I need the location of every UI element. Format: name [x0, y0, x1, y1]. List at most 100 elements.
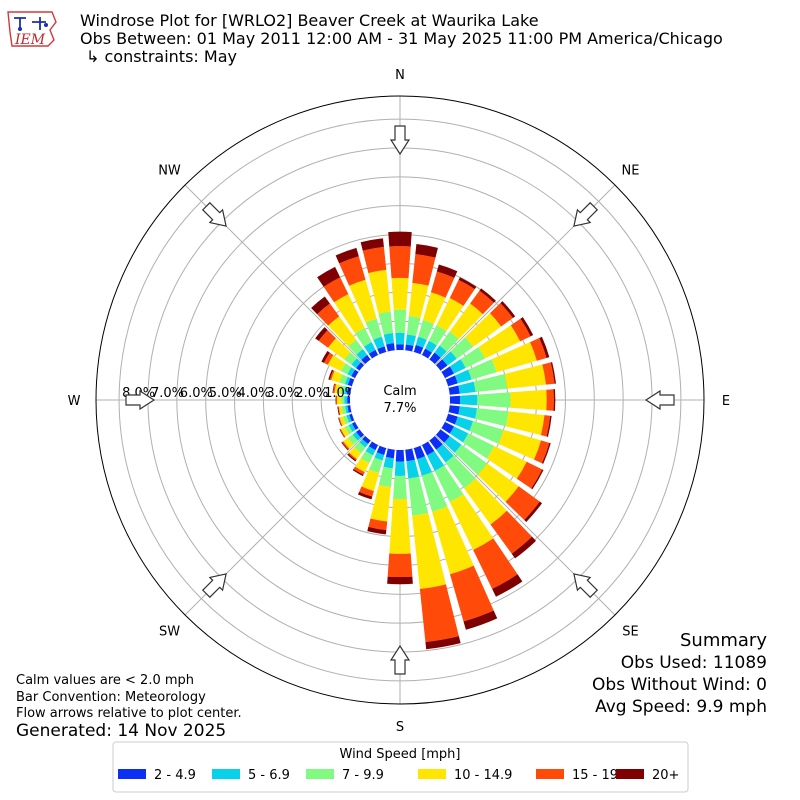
wind-bar-segment: [405, 344, 414, 352]
wind-bar-segment: [449, 494, 494, 551]
wind-bar-segment: [363, 342, 376, 354]
wind-bar-segment: [360, 451, 374, 464]
wind-bar-segment: [353, 466, 365, 475]
wind-bar-segment: [351, 421, 359, 430]
wind-bar-segment: [436, 264, 458, 278]
wind-bar-segment: [546, 415, 552, 437]
wind-bar-segment: [343, 415, 350, 425]
wind-bar-segment: [347, 453, 357, 462]
wind-bar-segment: [359, 486, 374, 497]
wind-bar-segment: [332, 383, 335, 393]
summary-heading: Summary: [680, 630, 767, 651]
wind-bar-segment: [458, 381, 476, 394]
wind-bar-segment: [459, 394, 478, 406]
wind-bar-segment: [348, 452, 358, 461]
wind-bar-segment: [435, 359, 448, 371]
iem-logo: IEM: [7, 11, 57, 48]
wind-bar-segment: [477, 463, 519, 502]
legend-swatch: [418, 769, 446, 779]
direction-arrow: [201, 573, 227, 599]
wind-bar-segment: [374, 452, 385, 461]
wind-bar-segment: [432, 506, 474, 575]
wind-bar-segment: [463, 610, 498, 630]
wind-bar-segment: [478, 325, 521, 359]
wind-bar-segment: [334, 294, 365, 334]
wind-bar-segment: [340, 363, 352, 375]
wind-bar-segment: [387, 553, 413, 578]
calm-value: 7.7%: [383, 401, 416, 416]
wind-bar-segment: [405, 334, 416, 346]
legend-label: 15 - 19.9: [572, 768, 630, 783]
wind-bar-segment: [347, 377, 355, 387]
wind-bar-segment: [473, 538, 518, 589]
wind-bar-segment: [435, 429, 450, 443]
wind-bar-segment: [406, 315, 421, 337]
wind-bar-segment: [347, 405, 352, 413]
wind-bar-segment: [329, 370, 335, 381]
wind-bar-segment: [412, 254, 436, 286]
wind-bar-segment: [462, 433, 495, 459]
wind-bar-segment: [323, 277, 349, 303]
wind-bar-segment: [425, 340, 437, 353]
wind-bar-segment: [460, 347, 486, 368]
wind-bar-segment: [458, 406, 477, 419]
wind-bar-segment: [428, 325, 447, 346]
wind-bar-segment: [347, 367, 355, 377]
legend-swatch: [118, 769, 146, 779]
wind-bar-segment: [367, 526, 387, 535]
wind-bar-segment: [344, 352, 357, 365]
title-line-2: Obs Between: 01 May 2011 12:00 AM - 31 M…: [80, 29, 723, 48]
wind-bar-segment: [516, 461, 543, 489]
wind-bar-segment: [339, 256, 366, 286]
wind-bar-segment: [468, 359, 497, 380]
wind-bar-segment: [415, 244, 438, 258]
wind-bar-segment: [354, 442, 366, 454]
wind-bar-segment: [352, 431, 361, 441]
wind-bar-segment: [415, 336, 427, 348]
note-flow-arrows: Flow arrows relative to plot center.: [16, 706, 242, 721]
wind-bar-segment: [412, 512, 446, 589]
summary-avg-speed: Avg Speed: 9.9 mph: [595, 697, 767, 717]
wind-bar-segment: [383, 333, 395, 345]
wind-bar-segment: [419, 584, 459, 643]
wind-bar-segment: [377, 346, 387, 355]
calm-label: Calm: [383, 384, 416, 399]
wind-bar-segment: [441, 421, 455, 434]
legend-label: 10 - 14.9: [454, 768, 512, 783]
wind-bar-segment: [328, 338, 351, 360]
wind-bar-segment: [442, 351, 457, 366]
wind-bar-segment: [541, 442, 551, 464]
wind-bar-segment: [391, 277, 409, 310]
wind-bar-segment: [361, 354, 371, 365]
wind-bar-segment: [470, 290, 494, 315]
wind-bar-segment: [389, 246, 411, 279]
wind-bar-segment: [368, 349, 379, 359]
wind-bar-segment: [340, 428, 346, 438]
wind-bar-segment: [477, 392, 511, 408]
wind-bar-segment: [346, 414, 352, 423]
wind-bar-segment: [369, 457, 383, 474]
wind-bar-segment: [341, 405, 347, 415]
note-bar-convention: Bar Convention: Meteorology: [16, 690, 206, 705]
wind-bar-segment: [355, 327, 372, 347]
wind-bar-segment: [491, 342, 537, 373]
wind-bar-segment: [540, 415, 551, 437]
wind-bar-segment: [436, 297, 464, 332]
generated-date: Generated: 14 Nov 2025: [16, 721, 226, 741]
wind-bar-segment: [492, 574, 523, 597]
wind-bar-segment: [361, 469, 380, 492]
wind-bar-segment: [360, 238, 384, 251]
wind-bar-segment: [395, 332, 405, 345]
wind-bar-segment: [356, 349, 368, 360]
compass-label: NE: [622, 164, 640, 179]
wind-bar-segment: [357, 491, 373, 500]
polar-plot: 0.0%1.0%2.0%3.0%4.0%5.0%6.0%7.0%8.0% N NE…: [68, 68, 731, 735]
wind-bar-segment: [524, 501, 543, 522]
wind-bar-segment: [352, 468, 364, 477]
wind-bar-segment: [387, 576, 413, 585]
wind-bar-segment: [340, 385, 346, 395]
wind-bar-segment: [378, 466, 393, 488]
wind-bar-segment: [450, 337, 474, 359]
legend: Wind Speed [mph] 2 - 4.9 5 - 6.9 7 - 9.9 10…: [112, 741, 689, 793]
wind-bar-segment: [383, 456, 394, 469]
